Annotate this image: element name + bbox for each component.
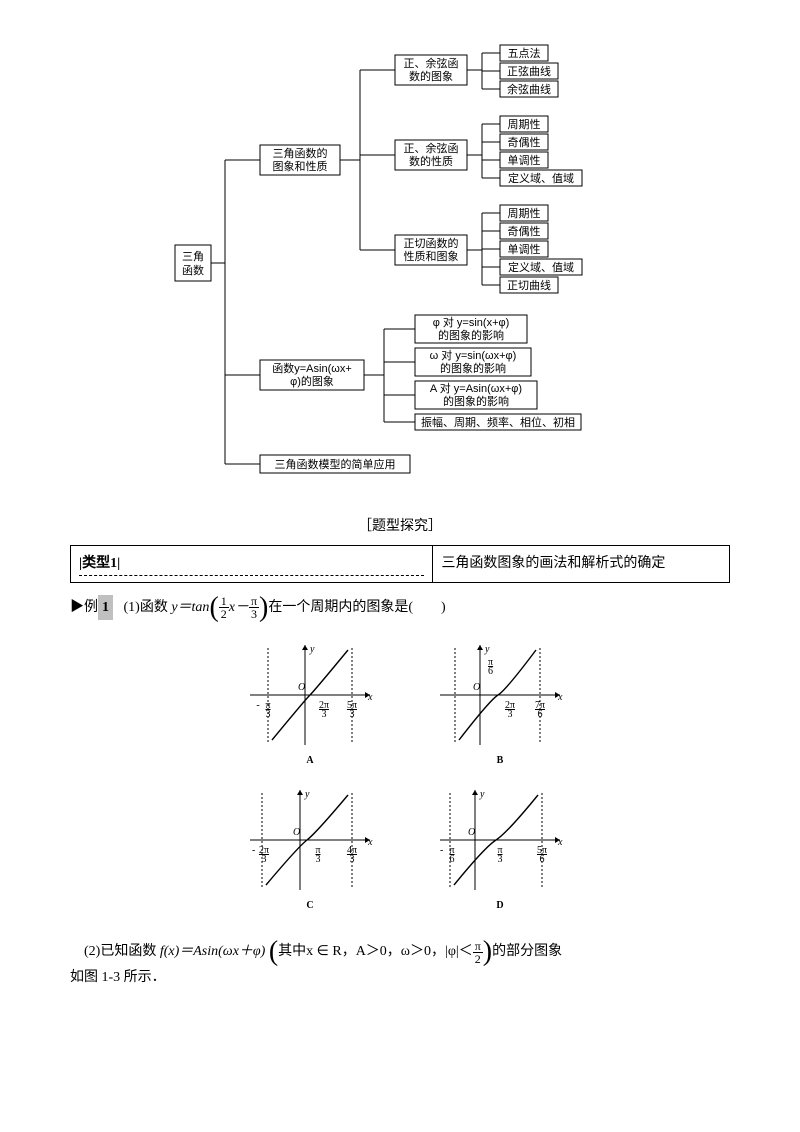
example-1-q1: ▶例1 (1)函数 y＝tan(12x－π3)在一个周期内的图象是( ) bbox=[70, 595, 730, 620]
section-title: ［题型探究］ bbox=[70, 515, 730, 535]
svg-text:O: O bbox=[293, 827, 300, 838]
svg-text:余弦曲线: 余弦曲线 bbox=[507, 82, 551, 96]
svg-text:y: y bbox=[479, 789, 485, 800]
svg-text:6: 6 bbox=[488, 666, 493, 677]
type-box: |类型1| 三角函数图象的画法和解析式的确定 bbox=[70, 545, 730, 583]
svg-text:数的图象: 数的图象 bbox=[409, 69, 453, 83]
svg-text:周期性: 周期性 bbox=[508, 206, 541, 220]
svg-text:y: y bbox=[484, 644, 490, 655]
svg-text:正切函数的: 正切函数的 bbox=[404, 236, 459, 250]
example-number: 1 bbox=[98, 595, 113, 620]
type-label: |类型1| bbox=[79, 552, 424, 576]
example-marker: ▶例 bbox=[70, 595, 98, 620]
svg-text:-: - bbox=[252, 845, 255, 856]
svg-text:O: O bbox=[298, 682, 305, 693]
svg-text:O: O bbox=[468, 827, 475, 838]
svg-text:y: y bbox=[304, 789, 310, 800]
svg-text:C: C bbox=[306, 900, 313, 911]
svg-text:-: - bbox=[256, 700, 259, 711]
svg-text:单调性: 单调性 bbox=[508, 153, 541, 167]
svg-text:正弦曲线: 正弦曲线 bbox=[507, 64, 551, 78]
svg-text:φ 对 y=sin(x+φ): φ 对 y=sin(x+φ) bbox=[433, 315, 510, 329]
example-1-q2: (2)已知函数 f(x)＝Asin(ωx＋φ) (其中x ∈ R，A＞0，ω＞0… bbox=[70, 939, 730, 989]
svg-text:单调性: 单调性 bbox=[508, 242, 541, 256]
tree-root-l1: 三角 bbox=[182, 250, 204, 263]
svg-text:的图象的影响: 的图象的影响 bbox=[443, 394, 509, 408]
svg-text:正、余弦函: 正、余弦函 bbox=[404, 141, 459, 155]
svg-text:6: 6 bbox=[450, 854, 455, 865]
svg-text:3: 3 bbox=[316, 854, 321, 865]
svg-text:振幅、周期、频率、相位、初相: 振幅、周期、频率、相位、初相 bbox=[421, 415, 575, 429]
svg-text:图象和性质: 图象和性质 bbox=[273, 159, 328, 173]
svg-text:三角函数的: 三角函数的 bbox=[273, 146, 328, 160]
svg-text:x: x bbox=[367, 692, 373, 703]
svg-text:奇偶性: 奇偶性 bbox=[508, 135, 541, 149]
svg-text:函数y=Asin(ωx+: 函数y=Asin(ωx+ bbox=[272, 362, 352, 375]
svg-text:O: O bbox=[473, 682, 480, 693]
svg-text:性质和图象: 性质和图象 bbox=[404, 249, 459, 263]
svg-text:3: 3 bbox=[262, 854, 267, 865]
svg-text:D: D bbox=[496, 900, 503, 911]
answer-graphs: O x y - π3 2π3 5π3 A O x bbox=[70, 630, 730, 925]
tree-root-l2: 函数 bbox=[182, 264, 204, 277]
type-topic: 三角函数图象的画法和解析式的确定 bbox=[441, 556, 665, 571]
svg-text:-: - bbox=[440, 845, 443, 856]
svg-text:定义域、值域: 定义域、值域 bbox=[508, 260, 574, 274]
svg-text:y: y bbox=[309, 644, 315, 655]
svg-text:x: x bbox=[557, 692, 563, 703]
svg-text:正、余弦函: 正、余弦函 bbox=[404, 56, 459, 70]
svg-text:A: A bbox=[306, 755, 314, 766]
svg-text:定义域、值域: 定义域、值域 bbox=[508, 171, 574, 185]
svg-text:3: 3 bbox=[266, 709, 271, 720]
svg-text:周期性: 周期性 bbox=[508, 117, 541, 131]
svg-text:数的性质: 数的性质 bbox=[409, 154, 453, 168]
concept-tree-diagram: 三角 函数 三角函数的 图象和性质 函数y=Asin(ωx+ φ)的图象 三角函… bbox=[70, 40, 730, 485]
svg-text:3: 3 bbox=[498, 854, 503, 865]
svg-text:3: 3 bbox=[350, 709, 355, 720]
svg-text:3: 3 bbox=[350, 854, 355, 865]
svg-text:三角函数模型的简单应用: 三角函数模型的简单应用 bbox=[275, 457, 396, 471]
svg-text:6: 6 bbox=[538, 709, 543, 720]
svg-text:ω 对 y=sin(ωx+φ): ω 对 y=sin(ωx+φ) bbox=[430, 348, 517, 362]
svg-text:正切曲线: 正切曲线 bbox=[507, 278, 551, 292]
svg-text:的图象的影响: 的图象的影响 bbox=[438, 328, 504, 342]
svg-text:3: 3 bbox=[322, 709, 327, 720]
svg-text:φ)的图象: φ)的图象 bbox=[290, 374, 334, 388]
svg-text:3: 3 bbox=[508, 709, 513, 720]
svg-text:A 对 y=Asin(ωx+φ): A 对 y=Asin(ωx+φ) bbox=[430, 381, 522, 395]
svg-text:五点法: 五点法 bbox=[508, 46, 541, 60]
svg-text:B: B bbox=[497, 755, 504, 766]
svg-text:奇偶性: 奇偶性 bbox=[508, 224, 541, 238]
svg-text:的图象的影响: 的图象的影响 bbox=[440, 361, 506, 375]
svg-text:6: 6 bbox=[540, 854, 545, 865]
svg-text:x: x bbox=[557, 837, 563, 848]
svg-text:x: x bbox=[367, 837, 373, 848]
